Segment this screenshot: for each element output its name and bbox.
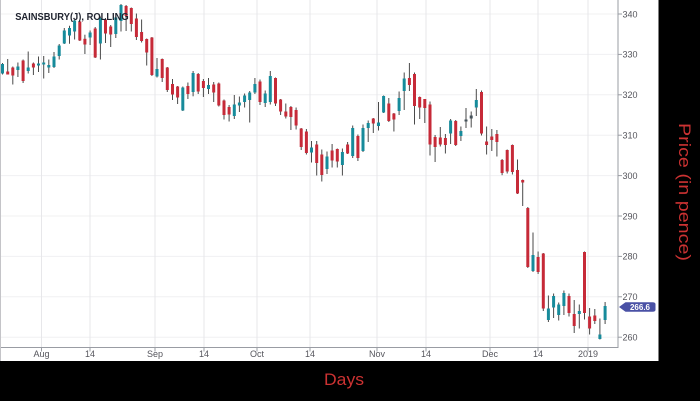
svg-text:14: 14 (199, 349, 209, 359)
svg-text:280: 280 (623, 252, 638, 262)
svg-text:14: 14 (421, 349, 431, 359)
svg-text:320: 320 (623, 90, 638, 100)
svg-text:310: 310 (623, 131, 638, 141)
svg-text:Sep: Sep (147, 349, 163, 359)
svg-text:SAINSBURY(J), ROLLING: SAINSBURY(J), ROLLING (15, 12, 129, 23)
svg-text:Aug: Aug (33, 349, 49, 359)
svg-text:330: 330 (623, 50, 638, 60)
svg-text:14: 14 (85, 349, 95, 359)
svg-text:Days: Days (324, 370, 364, 389)
svg-text:Price (in pence): Price (in pence) (675, 123, 694, 261)
svg-text:14: 14 (305, 349, 315, 359)
svg-text:290: 290 (623, 211, 638, 221)
svg-text:300: 300 (623, 171, 638, 181)
svg-text:Dec: Dec (482, 349, 499, 359)
svg-text:260: 260 (623, 333, 638, 343)
svg-text:Oct: Oct (250, 349, 265, 359)
svg-text:266.6: 266.6 (630, 303, 651, 312)
svg-text:14: 14 (533, 349, 543, 359)
svg-text:270: 270 (623, 292, 638, 302)
svg-text:2019: 2019 (578, 349, 598, 359)
svg-text:340: 340 (623, 9, 638, 19)
svg-text:Nov: Nov (369, 349, 386, 359)
